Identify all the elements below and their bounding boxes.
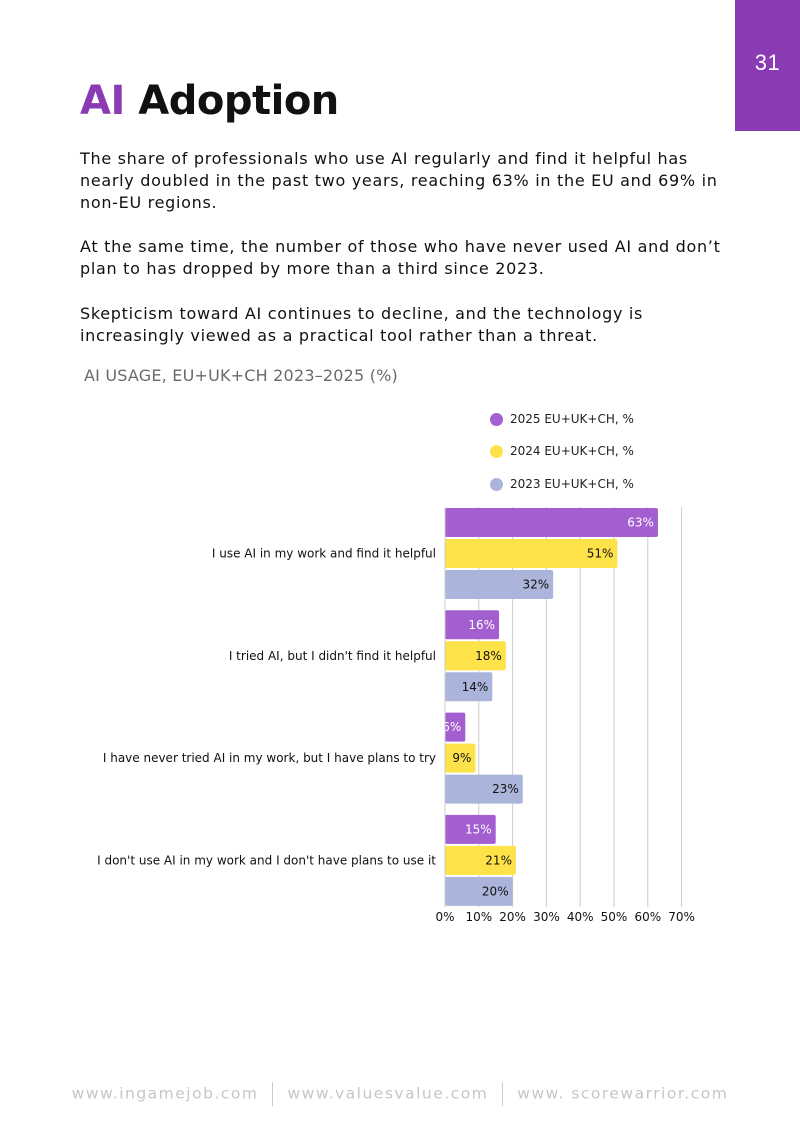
bar-value-label: 23% — [492, 782, 519, 796]
x-tick-label: 0% — [435, 910, 454, 924]
x-tick-label: 10% — [465, 910, 492, 924]
bar-2025 — [445, 814, 496, 844]
bar-value-label: 51% — [587, 547, 614, 561]
footer-link-valuesvalue[interactable]: www.valuesvalue.com — [287, 1084, 489, 1103]
bar-chart: I use AI in my work and find it helpful 6… — [97, 507, 695, 924]
legend-item-2024: 2024 EU+UK+CH, % — [490, 443, 634, 459]
bar-value-label: 63% — [627, 516, 654, 530]
legend-item-2023: 2023 EU+UK+CH, % — [490, 476, 634, 492]
legend-swatch-2024 — [490, 444, 503, 458]
bar-2024 — [445, 743, 476, 773]
footer-divider — [272, 1082, 274, 1106]
bar-2023 — [445, 876, 513, 906]
legend-swatch-2025 — [490, 412, 503, 426]
legend-item-2025: 2025 EU+UK+CH, % — [490, 411, 634, 427]
footer-link-scorewarrior[interactable]: www. scorewarrior.com — [517, 1084, 729, 1103]
bar-value-label: 32% — [522, 578, 549, 592]
bar-2025 — [445, 508, 658, 537]
bar-value-label: 16% — [468, 618, 495, 632]
bar-value-label: 21% — [485, 853, 512, 867]
bar-2024 — [445, 845, 516, 875]
footer-links: www.ingamejob.com www.valuesvalue.com www.… — [0, 1082, 800, 1106]
page-title-rest: Adoption — [138, 78, 339, 124]
intro-paragraph-3: Skepticism toward AI continues to declin… — [80, 304, 644, 345]
bar-2023 — [445, 672, 493, 702]
page-title: AI Adoption — [80, 78, 339, 124]
bar-value-label: 20% — [482, 884, 509, 898]
category-label: I have never tried AI in my work, but I … — [103, 751, 436, 765]
bar-value-label: 14% — [462, 680, 489, 694]
category-label: I use AI in my work and find it helpful — [212, 547, 436, 561]
intro-paragraph-2: At the same time, the number of those wh… — [80, 237, 721, 278]
legend-label-2023: 2023 EU+UK+CH, % — [510, 477, 634, 491]
page-number-tab: 31 — [735, 0, 800, 131]
x-tick-label: 30% — [533, 910, 560, 924]
legend-label-2025: 2025 EU+UK+CH, % — [510, 412, 634, 426]
x-tick-label: 60% — [634, 910, 661, 924]
bar-value-label: 18% — [475, 649, 502, 663]
bar-2024 — [445, 641, 506, 671]
x-tick-label: 70% — [668, 910, 695, 924]
page-number: 31 — [754, 50, 781, 75]
bar-2025 — [445, 712, 466, 742]
chart-title: AI USAGE, EU+UK+CH 2023–2025 (%) — [84, 366, 398, 385]
intro-paragraph-1: The share of professionals who use AI re… — [80, 149, 718, 212]
page-title-accent: AI — [80, 78, 125, 124]
legend-label-2024: 2024 EU+UK+CH, % — [510, 444, 634, 458]
x-tick-label: 20% — [499, 910, 526, 924]
bar-value-label: 6% — [442, 720, 461, 734]
x-tick-label: 50% — [601, 910, 628, 924]
legend-swatch-2023 — [490, 477, 503, 491]
footer-divider — [502, 1082, 504, 1106]
footer-link-ingamejob[interactable]: www.ingamejob.com — [71, 1084, 259, 1103]
bar-2025 — [445, 610, 500, 640]
bar-value-label: 15% — [465, 822, 492, 836]
category-label: I don't use AI in my work and I don't ha… — [97, 853, 436, 867]
bar-2024 — [445, 539, 618, 568]
category-label: I tried AI, but I didn't find it helpful — [229, 649, 436, 663]
bar-2023 — [445, 570, 554, 599]
bar-value-label: 9% — [452, 751, 471, 765]
x-tick-label: 40% — [567, 910, 594, 924]
bar-2023 — [445, 774, 523, 804]
